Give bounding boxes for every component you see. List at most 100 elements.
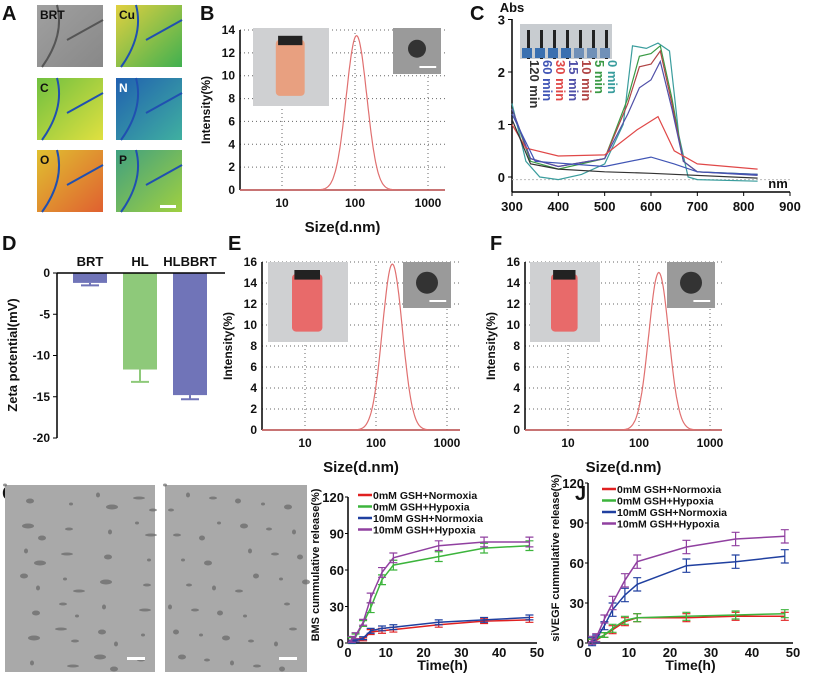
vial bbox=[292, 274, 323, 332]
x-axis-label: Time(h) bbox=[417, 657, 467, 673]
legend-label: 10mM GSH+Normoxia bbox=[373, 513, 483, 525]
release-curve bbox=[347, 541, 530, 644]
error-bar bbox=[378, 566, 387, 578]
error-bar bbox=[600, 632, 609, 638]
error-bar bbox=[620, 615, 629, 625]
particle bbox=[100, 579, 112, 585]
x-tick-label: 30 bbox=[704, 645, 718, 660]
vial-edge bbox=[592, 30, 595, 59]
y-tick-label: 14 bbox=[244, 276, 258, 290]
particle bbox=[191, 608, 199, 612]
particle bbox=[69, 502, 73, 506]
particle bbox=[284, 602, 290, 606]
particle bbox=[173, 629, 179, 635]
particle bbox=[168, 604, 172, 610]
y-tick-label: 0 bbox=[250, 423, 257, 437]
crack-line bbox=[41, 4, 104, 68]
particle bbox=[38, 535, 46, 541]
particle bbox=[96, 492, 100, 498]
tile-label: BRT bbox=[40, 8, 65, 22]
particle bbox=[235, 498, 241, 504]
particle bbox=[61, 552, 73, 556]
error-bar bbox=[434, 540, 443, 552]
spectrum-60-min bbox=[511, 113, 758, 175]
x-tick-label: 800 bbox=[733, 199, 755, 214]
error-bar bbox=[378, 625, 387, 632]
error-bar bbox=[682, 539, 691, 555]
y-axis-label: Abs bbox=[500, 0, 525, 15]
scale-bar bbox=[279, 657, 297, 660]
scale-bar bbox=[127, 657, 145, 660]
x-tick-label: 0 bbox=[584, 645, 591, 660]
error-bar bbox=[731, 610, 740, 620]
y-tick-label: 10 bbox=[244, 318, 258, 332]
vial-solution bbox=[600, 48, 610, 58]
particle bbox=[34, 560, 46, 566]
error-bar bbox=[780, 609, 789, 619]
panel-label-B: B bbox=[200, 3, 214, 25]
particle bbox=[271, 552, 279, 556]
x-tick-label: 100 bbox=[629, 436, 649, 450]
y-tick-label: 0 bbox=[228, 183, 235, 197]
tile-label: P bbox=[119, 153, 127, 167]
particle bbox=[102, 604, 106, 610]
legend-label: 10mM GSH+Hypoxia bbox=[617, 519, 720, 531]
error-bar bbox=[633, 577, 642, 592]
particle bbox=[139, 608, 151, 612]
vial-cap bbox=[553, 270, 576, 280]
particle bbox=[416, 271, 438, 294]
y-tick-label: 10 bbox=[507, 318, 521, 332]
x-tick-label: 10 bbox=[275, 196, 289, 210]
particle bbox=[240, 523, 248, 529]
y-tick-label: 120 bbox=[562, 476, 584, 491]
error-bar bbox=[633, 554, 642, 569]
y-tick-label: -10 bbox=[33, 349, 51, 363]
particle bbox=[199, 633, 203, 637]
y-tick-label: 14 bbox=[507, 276, 521, 290]
y-tick-label: 2 bbox=[228, 160, 235, 174]
error-bar bbox=[359, 636, 368, 641]
particle bbox=[230, 660, 234, 666]
crack-line bbox=[120, 4, 183, 68]
particle bbox=[65, 527, 73, 531]
particle bbox=[289, 627, 297, 631]
particle bbox=[235, 589, 243, 593]
particle bbox=[104, 554, 112, 560]
particle bbox=[186, 583, 192, 587]
y-axis-label: siVEGF cummulative release(%) bbox=[550, 474, 562, 642]
spectrum-15-min bbox=[511, 59, 758, 176]
y-tick-label: 1 bbox=[498, 118, 505, 133]
particle bbox=[20, 573, 28, 579]
size-distribution-curve bbox=[349, 263, 435, 431]
y-tick-label: 90 bbox=[330, 527, 344, 542]
x-tick-label: 40 bbox=[745, 645, 759, 660]
particle bbox=[94, 654, 106, 660]
crack-line bbox=[120, 77, 183, 141]
error-bar bbox=[525, 536, 534, 548]
particle bbox=[253, 664, 261, 668]
y-tick-label: 12 bbox=[222, 46, 236, 60]
error-bar bbox=[351, 632, 360, 640]
y-tick-label: 4 bbox=[228, 137, 235, 151]
crack-line bbox=[120, 149, 183, 213]
panel-label-E: E bbox=[228, 233, 241, 255]
vial-cap bbox=[278, 35, 303, 46]
y-tick-label: 90 bbox=[570, 516, 584, 531]
tile-label: Cu bbox=[119, 8, 135, 22]
x-tick-label: 1000 bbox=[415, 196, 442, 210]
particle bbox=[59, 602, 67, 606]
particle bbox=[297, 554, 303, 560]
vial-solution bbox=[574, 48, 584, 58]
category-label: HL bbox=[131, 254, 148, 269]
particle bbox=[279, 577, 283, 581]
vial-solution bbox=[548, 48, 558, 58]
y-tick-label: 0 bbox=[337, 636, 344, 651]
time-label: 5 min bbox=[592, 60, 607, 94]
particle bbox=[75, 614, 79, 618]
particle bbox=[67, 664, 79, 668]
error-bar bbox=[600, 614, 609, 624]
particle bbox=[30, 660, 34, 666]
y-tick-label: 16 bbox=[507, 255, 521, 269]
particle bbox=[204, 658, 210, 662]
